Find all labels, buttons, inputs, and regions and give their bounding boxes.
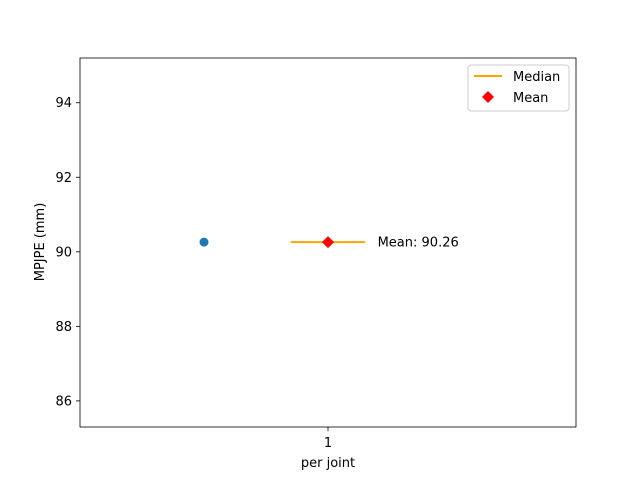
x-tick-label: 1 xyxy=(324,436,332,451)
legend-median-label: Median xyxy=(513,70,560,85)
y-tick-label: 94 xyxy=(55,96,72,111)
y-axis-label: MPJPE (mm) xyxy=(33,203,48,282)
y-tick-label: 88 xyxy=(55,320,72,335)
legend-mean-swatch xyxy=(482,91,494,103)
y-tick-label: 90 xyxy=(55,245,72,260)
y-tick-label: 92 xyxy=(55,171,72,186)
y-tick-label: 86 xyxy=(55,394,72,409)
legend-mean-label: Mean xyxy=(513,91,548,106)
mean-marker xyxy=(322,236,334,249)
legend: Median Mean xyxy=(467,64,570,112)
x-axis-label: per joint xyxy=(301,456,355,471)
chart-marks: Mean: 90.26 xyxy=(199,236,459,251)
y-axis-ticks: 86 88 90 92 94 xyxy=(55,96,80,409)
mean-annotation: Mean: 90.26 xyxy=(378,236,459,251)
scatter-point xyxy=(199,237,209,247)
x-axis-ticks: 1 xyxy=(324,427,332,451)
